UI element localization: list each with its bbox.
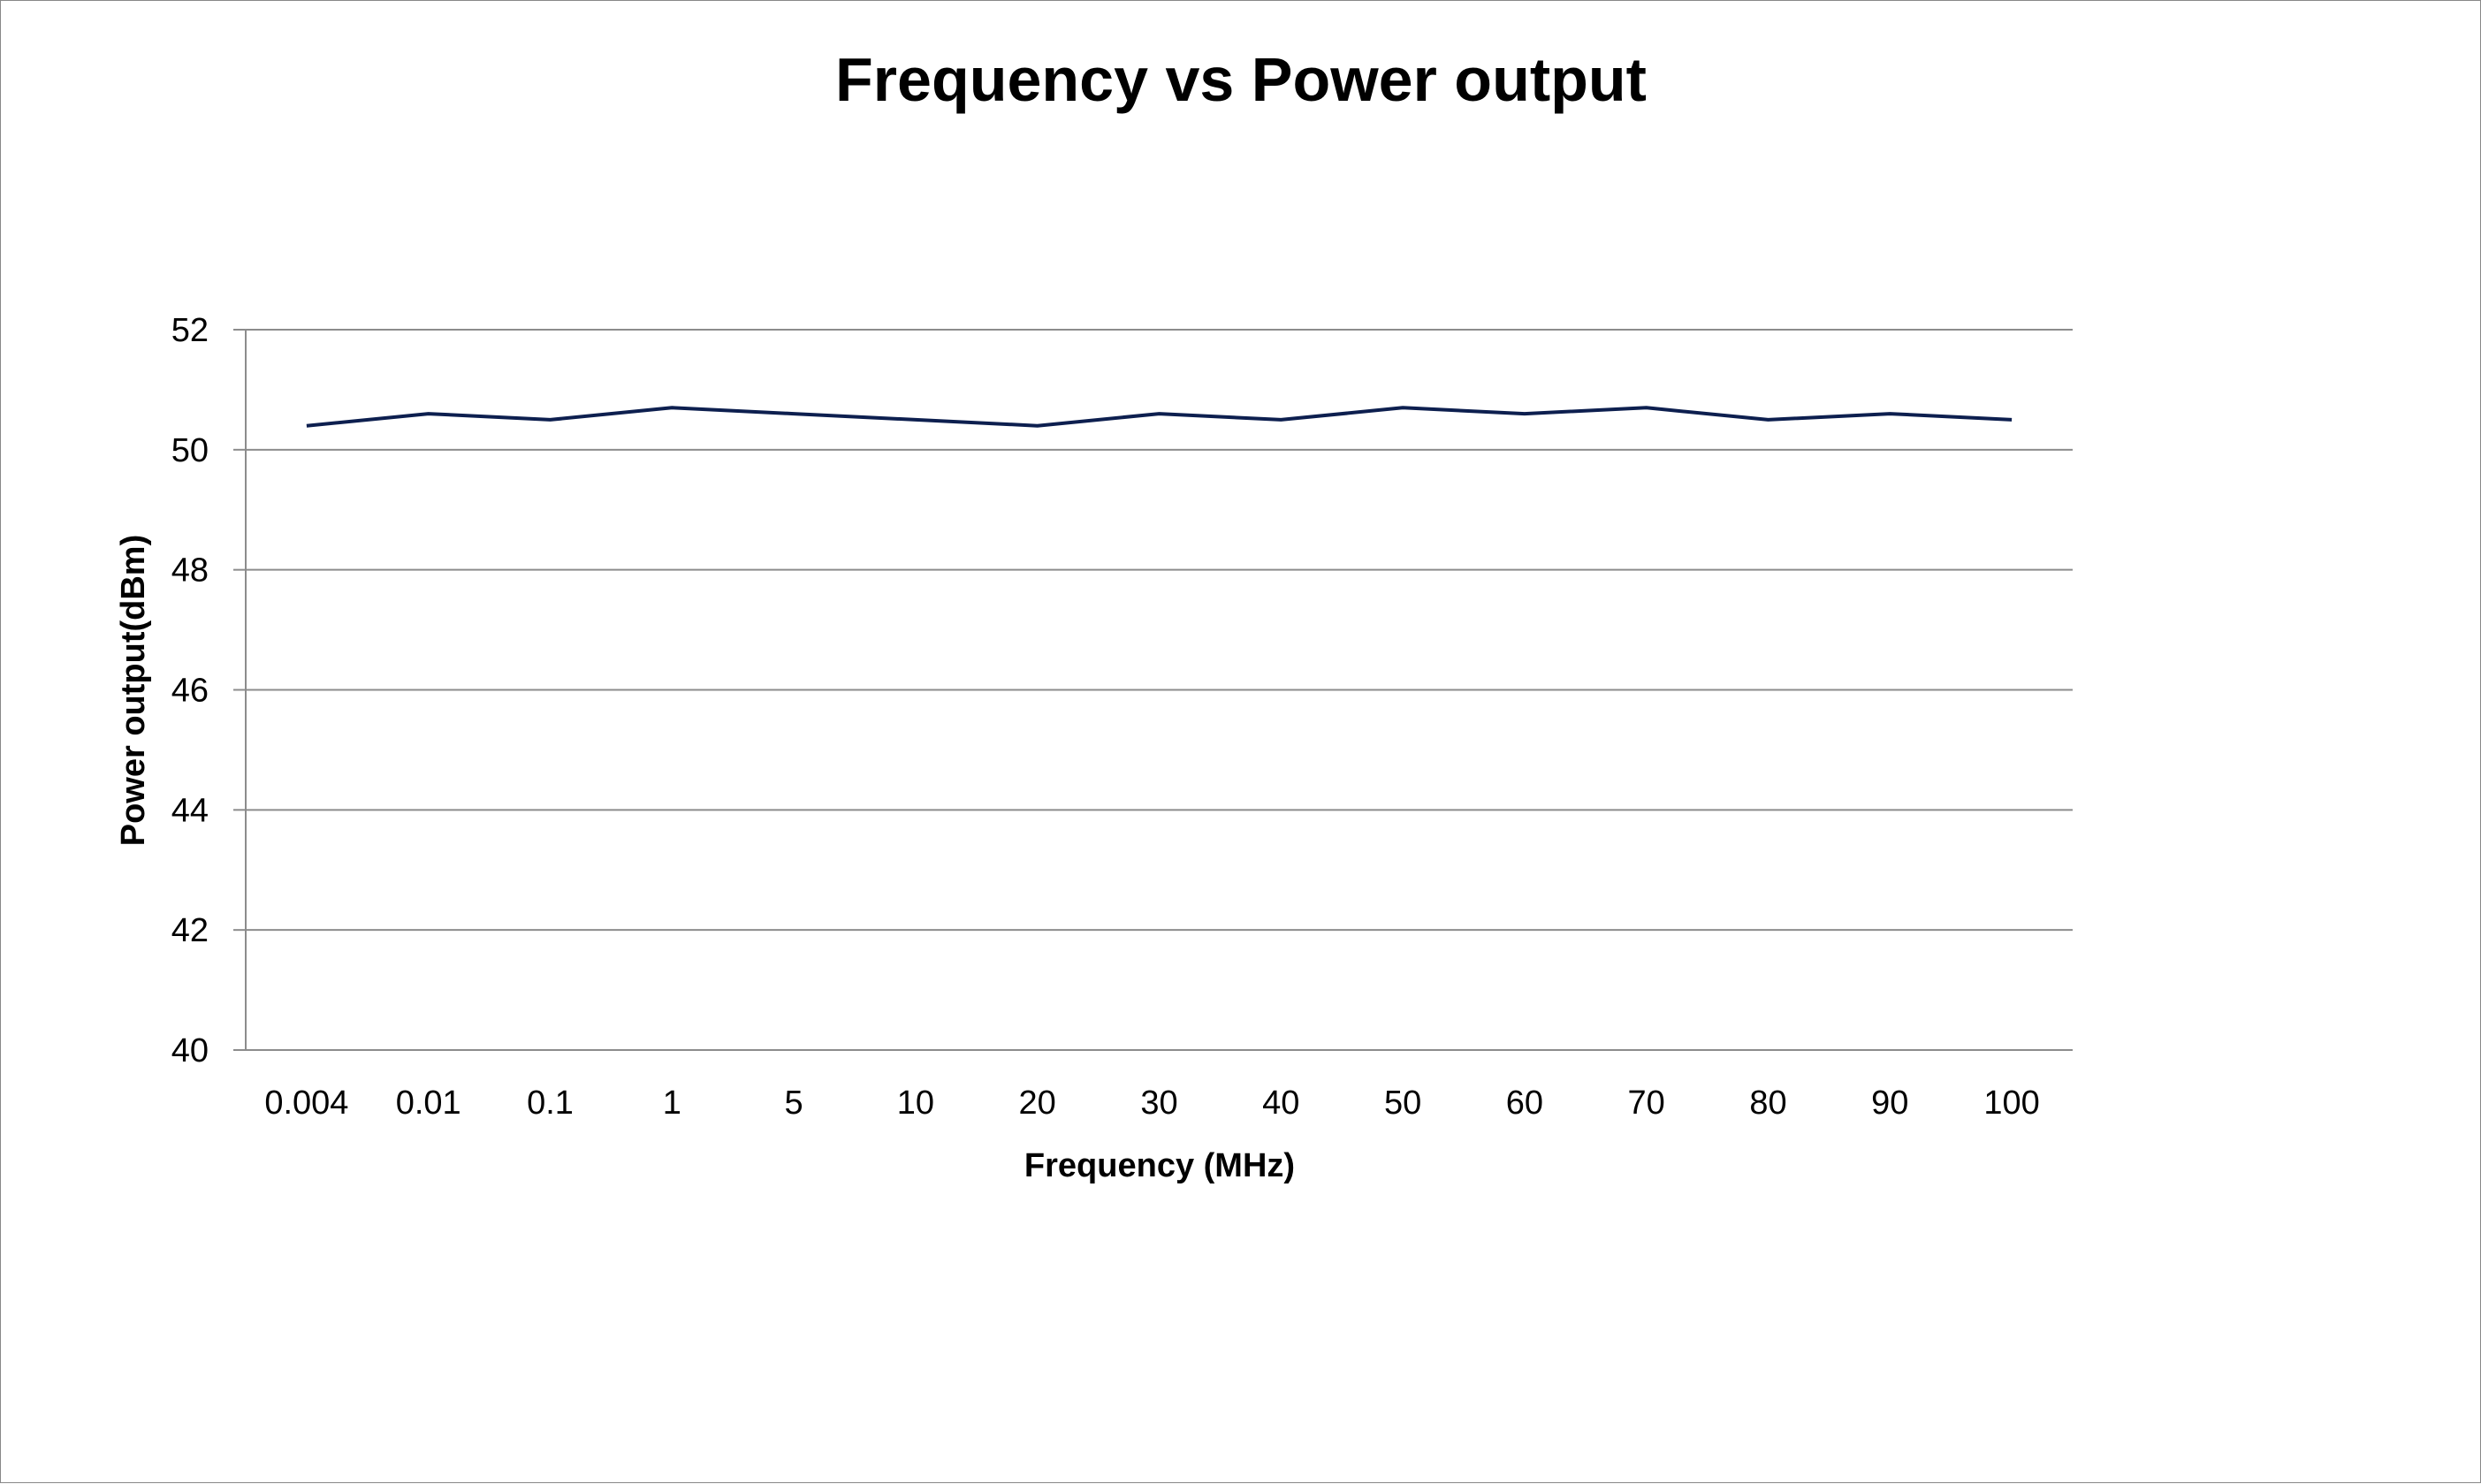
x-tick-label: 40 (1262, 1084, 1299, 1122)
x-tick-label: 0.1 (527, 1084, 574, 1122)
x-tick-label: 80 (1749, 1084, 1786, 1122)
y-tick-label: 40 (171, 1032, 209, 1069)
data-point (1399, 404, 1406, 411)
data-point (1277, 416, 1284, 423)
data-point (1521, 410, 1528, 417)
x-tick-labels: 0.004 0.01 0.1 1 5 10 20 30 40 50 60 70 80 90 100 (264, 1084, 2039, 1122)
y-axis-label: Power output(dBm) (115, 535, 152, 847)
data-point (912, 416, 919, 423)
x-tick-label: 60 (1506, 1084, 1543, 1122)
x-tick-label: 10 (897, 1084, 934, 1122)
x-axis-label: Frequency (MHz) (1024, 1147, 1295, 1184)
x-tick-label: 5 (785, 1084, 803, 1122)
x-tick-label: 100 (1983, 1084, 2039, 1122)
gridlines (246, 329, 2073, 932)
data-point (1886, 410, 1893, 417)
y-tick-label: 44 (171, 792, 209, 829)
data-point (303, 422, 310, 430)
y-tick-label: 48 (171, 552, 209, 590)
data-point (1643, 404, 1650, 411)
x-tick-label: 50 (1384, 1084, 1421, 1122)
y-tick-label: 50 (171, 432, 209, 469)
data-point (790, 410, 797, 417)
x-tick-label: 1 (663, 1084, 681, 1122)
y-tick-label: 46 (171, 673, 209, 710)
x-tick-label: 0.01 (396, 1084, 461, 1122)
y-tick-label: 42 (171, 912, 209, 949)
data-point (547, 416, 554, 423)
y-tick-label: 52 (171, 312, 209, 349)
x-tick-label: 90 (1871, 1084, 1908, 1122)
chart-title: Frequency vs Power output (835, 45, 1647, 114)
data-point (425, 410, 432, 417)
x-tick-label: 30 (1140, 1084, 1177, 1122)
data-point (668, 404, 675, 411)
data-point (1034, 422, 1041, 430)
x-tick-label: 0.004 (264, 1084, 348, 1122)
series-line-0 (306, 406, 2013, 428)
data-point (1765, 416, 1772, 423)
x-tick-label: 70 (1628, 1084, 1665, 1122)
y-tick-labels: 40 42 44 46 48 50 52 (171, 312, 209, 1069)
series-layer (303, 404, 2015, 430)
data-point (1156, 410, 1163, 417)
data-point (2008, 416, 2015, 423)
axes (233, 329, 2073, 1051)
x-tick-label: 20 (1019, 1084, 1056, 1122)
